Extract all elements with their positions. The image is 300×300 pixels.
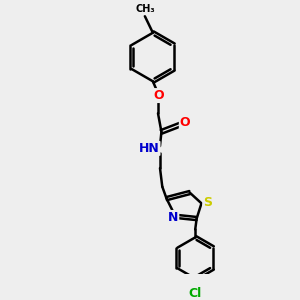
Text: Cl: Cl — [189, 287, 202, 300]
Text: O: O — [154, 89, 164, 102]
Text: S: S — [203, 196, 212, 209]
Text: N: N — [168, 211, 178, 224]
Text: HN: HN — [139, 142, 160, 155]
Text: CH₃: CH₃ — [135, 4, 155, 14]
Text: O: O — [180, 116, 190, 130]
